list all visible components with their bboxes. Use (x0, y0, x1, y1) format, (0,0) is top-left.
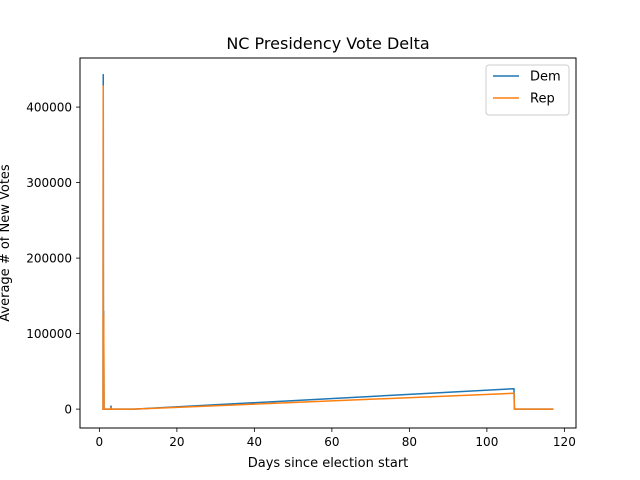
y-tick-label: 100000 (26, 327, 72, 341)
x-axis-label: Days since election start (248, 456, 409, 471)
y-tick-label: 200000 (26, 252, 72, 266)
y-tick-label: 0 (64, 403, 72, 417)
x-tick-label: 0 (96, 435, 104, 449)
x-tick-label: 100 (475, 435, 498, 449)
x-tick-label: 120 (553, 435, 576, 449)
series-line-rep (102, 85, 554, 410)
y-tick-label: 300000 (26, 176, 72, 190)
chart-title: NC Presidency Vote Delta (226, 34, 429, 53)
legend: Dem Rep (485, 64, 570, 116)
x-tick-label: 20 (169, 435, 184, 449)
legend-box (485, 64, 570, 116)
y-axis-label: Average # of New Votes (0, 164, 13, 322)
ticks-layer: 0 20 40 60 80 100 120 0 100000 200000 300000 400000 (26, 101, 576, 449)
legend-label-rep: Rep (530, 92, 555, 107)
x-tick-label: 40 (247, 435, 262, 449)
x-tick-label: 60 (324, 435, 339, 449)
x-tick-label: 80 (402, 435, 417, 449)
series-layer (102, 73, 554, 410)
plot-area-frame (79, 57, 577, 429)
legend-label-dem: Dem (530, 70, 561, 85)
y-tick-label: 400000 (26, 101, 72, 115)
